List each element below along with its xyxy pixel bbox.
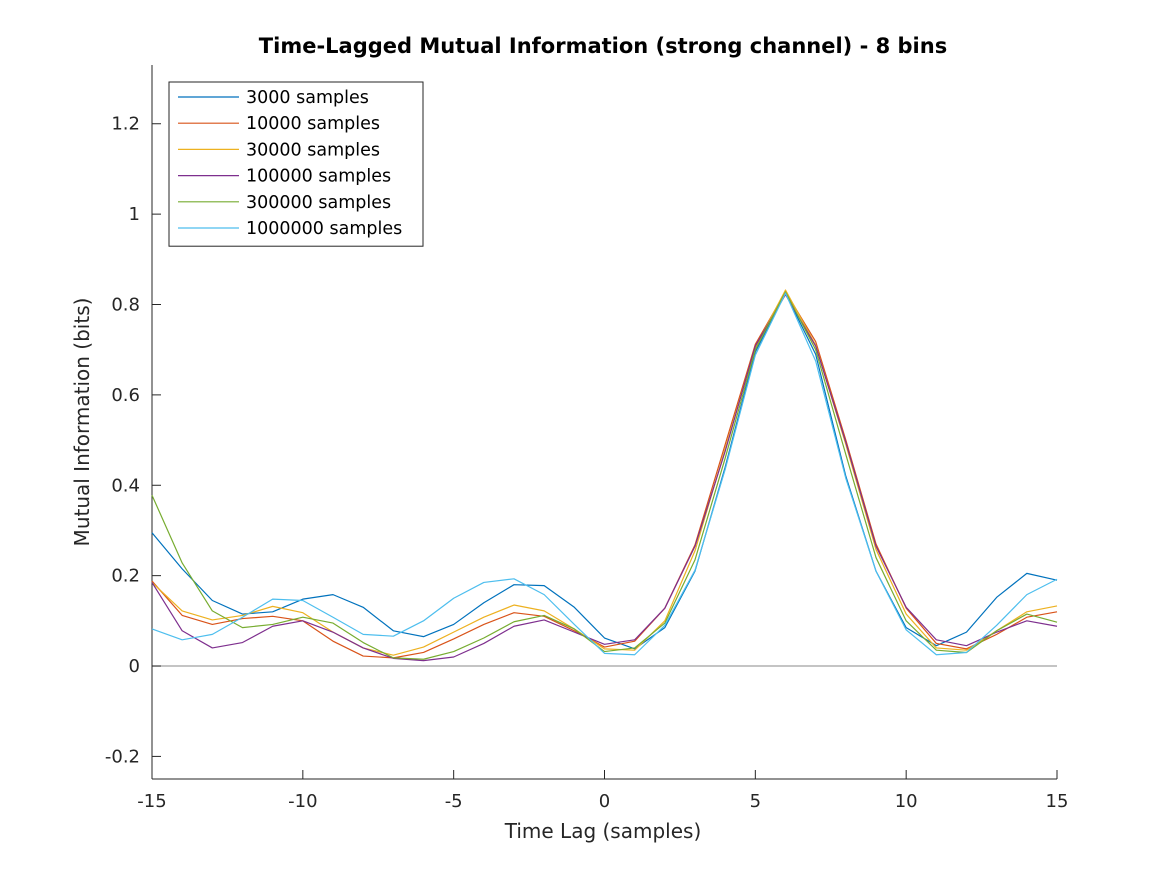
legend-label: 3000 samples (246, 88, 369, 108)
legend-label: 1000000 samples (246, 219, 402, 239)
x-axis-label: Time Lag (samples) (504, 819, 702, 843)
series-line (151, 291, 1058, 659)
legend: 3000 samples 10000 samples 30000 samples 10… (168, 81, 424, 247)
x-tick-label: 5 (750, 791, 761, 812)
series-line (151, 291, 1058, 660)
y-tick-label: 0.8 (111, 295, 140, 316)
y-tick-label: 1.2 (111, 114, 140, 135)
chart-title: Time-Lagged Mutual Information (strong c… (259, 34, 947, 58)
legend-label: 300000 samples (246, 193, 391, 213)
x-tick-label: -10 (288, 791, 317, 812)
y-axis-label: Mutual Information (bits) (70, 298, 94, 547)
legend-label: 30000 samples (246, 140, 380, 160)
x-tick-label: 10 (895, 791, 918, 812)
series-line (151, 289, 1058, 656)
series-line (151, 292, 1058, 650)
x-tick-label: 0 (599, 791, 610, 812)
y-tick-label: 1 (129, 204, 140, 225)
x-tick-label: -15 (137, 791, 166, 812)
y-tick-label: 0.6 (111, 385, 140, 406)
series-line (151, 293, 1058, 662)
legend-label: 100000 samples (246, 167, 391, 187)
legend-label: 10000 samples (246, 114, 380, 134)
axes: -15 -10 -5 0 5 10 15 -0.2 0 0.2 0.4 0.6 0.8 1 1.2 (105, 65, 1069, 812)
y-tick-label: 0.2 (111, 566, 140, 587)
legend-box (168, 81, 424, 247)
y-tick-label: 0.4 (111, 475, 140, 496)
x-tick-label: 15 (1046, 791, 1069, 812)
y-tick-label: 0 (129, 656, 140, 677)
series-lines (151, 289, 1058, 662)
x-tick-label: -5 (445, 791, 463, 812)
y-tick-label: -0.2 (105, 746, 140, 767)
series-line (151, 292, 1058, 656)
